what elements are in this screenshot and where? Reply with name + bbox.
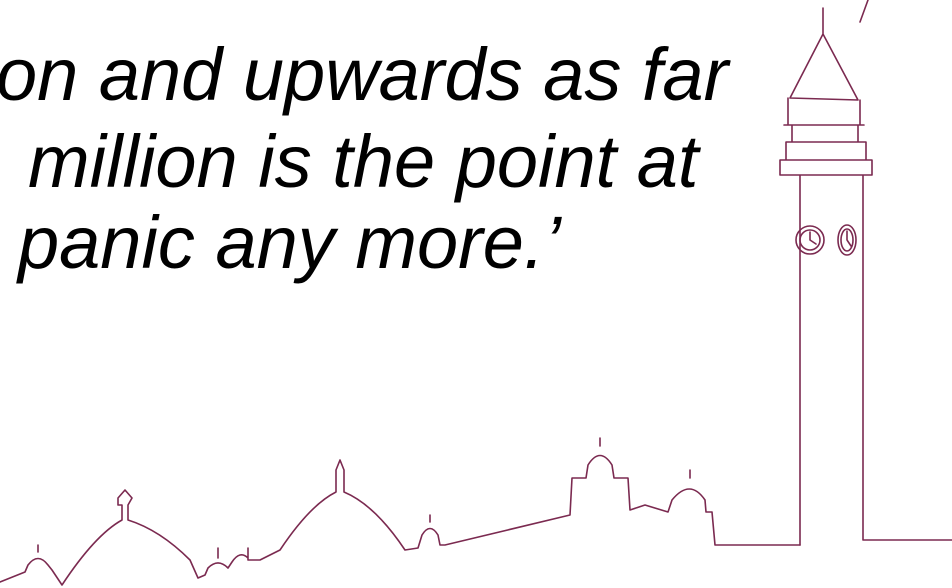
clock-face [837,224,857,256]
clock-face [799,229,821,251]
domes-and-roofs [0,454,801,586]
quote-line: million is the point at [28,120,702,203]
cut-off-glyph [859,0,869,23]
clock-tower [779,7,952,546]
finials [37,437,691,559]
clock-face [840,228,854,252]
quote-line: on and upwards as far [0,33,732,116]
quote-line: panic any more.’ [16,201,562,284]
clock-hands [809,231,817,245]
clock-face [795,225,825,255]
clock-hands [846,230,852,247]
skyline-illustration [0,7,952,586]
